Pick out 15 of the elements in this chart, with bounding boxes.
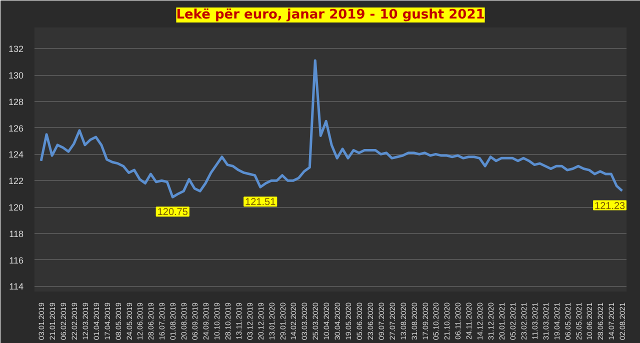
y-tick-label: 120 — [8, 202, 24, 213]
chart-title: Lekë për euro, janar 2019 - 10 gusht 2021 — [176, 8, 485, 22]
annotation: 121.23 — [594, 200, 626, 212]
y-tick-label: 124 — [8, 150, 24, 160]
annotation: 121.51 — [245, 197, 276, 208]
y-tick-label: 118 — [9, 228, 24, 239]
line-series — [40, 59, 624, 198]
annotation: 120.75 — [157, 207, 188, 218]
y-tick-label: 126 — [8, 123, 24, 134]
y-tick-label: 122 — [8, 176, 24, 186]
y-tick-label: 114 — [9, 282, 24, 292]
y-tick-label: 132 — [8, 44, 24, 54]
y-tick-label: 116 — [9, 255, 24, 266]
y-tick-label: 130 — [8, 70, 24, 81]
y-tick-label: 128 — [8, 96, 24, 107]
